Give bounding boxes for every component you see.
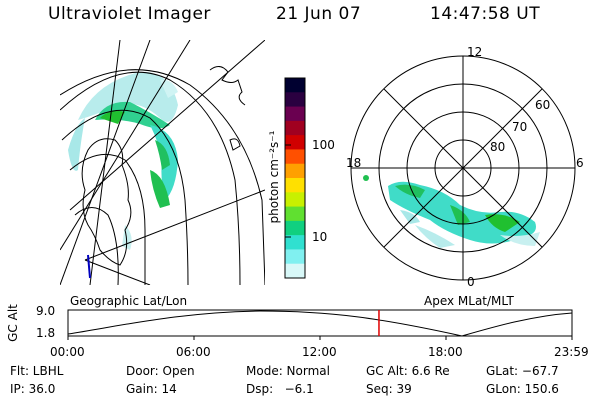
colorbar-segment [285,149,305,165]
mlt-label-6: 6 [576,156,584,170]
time-tick-0600: 06:00 [176,345,211,359]
colorbar-segment [285,163,305,179]
polar-plot [350,55,576,281]
status-seq: Seq: 39 [366,382,412,396]
geographic-map [60,40,265,285]
colorbar-tick-100: 100 [312,138,335,152]
colorbar-segment [285,92,305,108]
timeline-ymin: 1.8 [36,326,56,340]
polar-plot-label: Apex MLat/MLT [424,294,514,308]
instrument-title: Ultraviolet Imager [48,4,211,24]
colorbar-segment [285,120,305,136]
colorbar-segment [285,78,305,93]
time-tick-2359: 23:59 [554,345,589,359]
timeline-plot [67,309,573,340]
status-mode: Mode: Normal [246,364,330,378]
status-gc-alt: GC Alt: 6.6 Re [366,364,450,378]
colorbar-label: photon cm⁻²s⁻¹ [267,130,281,224]
status-ip: IP: 36.0 [10,382,56,396]
status-gain: Gain: 14 [126,382,177,396]
colorbar-segment [285,235,305,250]
date-label: 21 Jun 07 [276,4,362,24]
colorbar-segment [285,206,305,222]
mlt-label-18: 18 [346,156,362,170]
time-tick-1800: 18:00 [428,345,463,359]
colorbar-tick-10: 10 [312,230,328,244]
status-glon: GLon: 150.6 [486,382,559,396]
colorbar [285,78,305,279]
lat-label-70: 70 [512,120,528,134]
timeline-ymax: 9.0 [36,304,56,318]
mlt-label-0: 0 [467,275,475,289]
timeline-ylabel: GC Alt [6,304,20,342]
status-dsp: Dsp: −6.1 [246,382,314,396]
colorbar-segment [285,249,305,265]
colorbar-segment [285,192,305,208]
status-glat: GLat: −67.7 [486,364,559,378]
geo-map-label: Geographic Lat/Lon [70,294,188,308]
lat-label-80: 80 [490,140,506,154]
time-tick-0000: 00:00 [50,345,85,359]
mlt-label-12: 12 [467,45,483,59]
colorbar-segment [285,220,305,236]
time-label: 14:47:58 UT [430,4,541,24]
time-tick-1200: 12:00 [302,345,337,359]
colorbar-segment [285,178,305,193]
colorbar-segment [285,263,305,279]
colorbar-segment [285,135,305,150]
colorbar-segment [285,106,305,122]
status-door: Door: Open [126,364,195,378]
status-filter: Flt: LBHL [10,364,64,378]
lat-label-60: 60 [535,98,551,112]
polar-aurora [363,175,540,248]
geo-aurora [68,71,178,250]
